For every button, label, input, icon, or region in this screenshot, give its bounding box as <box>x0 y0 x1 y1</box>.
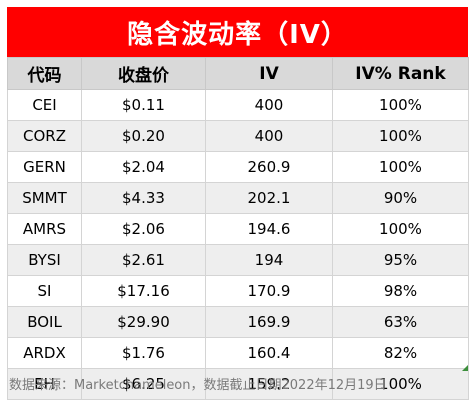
cell-price: $2.61 <box>81 244 206 276</box>
cell-iv: 194 <box>205 244 333 276</box>
iv-table: 代码 收盘价 IV IV% Rank CEI $0.11 400 100% CO… <box>7 57 469 400</box>
cell-ticker: AMRS <box>7 213 82 245</box>
cell-ticker: ARDX <box>7 337 82 369</box>
table-row: EH $6.25 159.2 100% <box>7 368 469 400</box>
cell-price: $2.04 <box>81 151 206 183</box>
cell-iv: 169.9 <box>205 306 333 338</box>
cell-price: $2.06 <box>81 213 206 245</box>
cell-iv: 202.1 <box>205 182 333 214</box>
table-row: GERN $2.04 260.9 100% <box>7 151 469 183</box>
cell-iv: 159.2 <box>205 368 333 400</box>
cell-iv: 260.9 <box>205 151 333 183</box>
cell-rank: 100% <box>332 89 469 121</box>
cell-rank: 100% <box>332 120 469 152</box>
cell-price: $17.16 <box>81 275 206 307</box>
cell-iv: 170.9 <box>205 275 333 307</box>
cell-price: $1.76 <box>81 337 206 369</box>
table-row: SMMT $4.33 202.1 90% <box>7 182 469 214</box>
table-row: SI $17.16 170.9 98% <box>7 275 469 307</box>
table-row: BOIL $29.90 169.9 63% <box>7 306 469 338</box>
cell-rank: 98% <box>332 275 469 307</box>
cell-iv: 400 <box>205 89 333 121</box>
cell-ticker: CORZ <box>7 120 82 152</box>
header-row: 代码 收盘价 IV IV% Rank <box>7 57 469 90</box>
cell-price: $29.90 <box>81 306 206 338</box>
cell-price: $4.33 <box>81 182 206 214</box>
cell-ticker: EH <box>7 368 82 400</box>
cell-iv: 160.4 <box>205 337 333 369</box>
cell-rank: 82% <box>332 337 469 369</box>
cell-rank: 63% <box>332 306 469 338</box>
cell-ticker: SMMT <box>7 182 82 214</box>
header-close-price: 收盘价 <box>81 57 206 90</box>
table-row: ARDX $1.76 160.4 82% <box>7 337 469 369</box>
cell-price: $0.11 <box>81 89 206 121</box>
header-ticker: 代码 <box>7 57 82 90</box>
table-row: AMRS $2.06 194.6 100% <box>7 213 469 245</box>
source-footnote: 数据来源：Marketchameleon，数据截止日期2022年12月19日 <box>9 378 387 393</box>
cell-rank: 100% <box>332 213 469 245</box>
cell-ticker: BYSI <box>7 244 82 276</box>
header-iv-rank: IV% Rank <box>332 57 469 90</box>
cell-iv: 400 <box>205 120 333 152</box>
table-title: 隐含波动率（IV） <box>7 7 468 57</box>
cell-rank: 100% <box>332 368 469 400</box>
cell-ticker: CEI <box>7 89 82 121</box>
cell-ticker: GERN <box>7 151 82 183</box>
table-row: CORZ $0.20 400 100% <box>7 120 469 152</box>
iv-table-card: 隐含波动率（IV） 代码 收盘价 IV IV% Rank CEI $0.11 4… <box>7 7 469 400</box>
corner-marker-icon <box>462 365 468 371</box>
cell-rank: 100% <box>332 151 469 183</box>
cell-rank: 95% <box>332 244 469 276</box>
cell-price: $0.20 <box>81 120 206 152</box>
table-row: BYSI $2.61 194 95% <box>7 244 469 276</box>
cell-rank: 90% <box>332 182 469 214</box>
cell-ticker: SI <box>7 275 82 307</box>
cell-iv: 194.6 <box>205 213 333 245</box>
header-iv: IV <box>205 57 333 90</box>
table-row: CEI $0.11 400 100% <box>7 89 469 121</box>
cell-ticker: BOIL <box>7 306 82 338</box>
